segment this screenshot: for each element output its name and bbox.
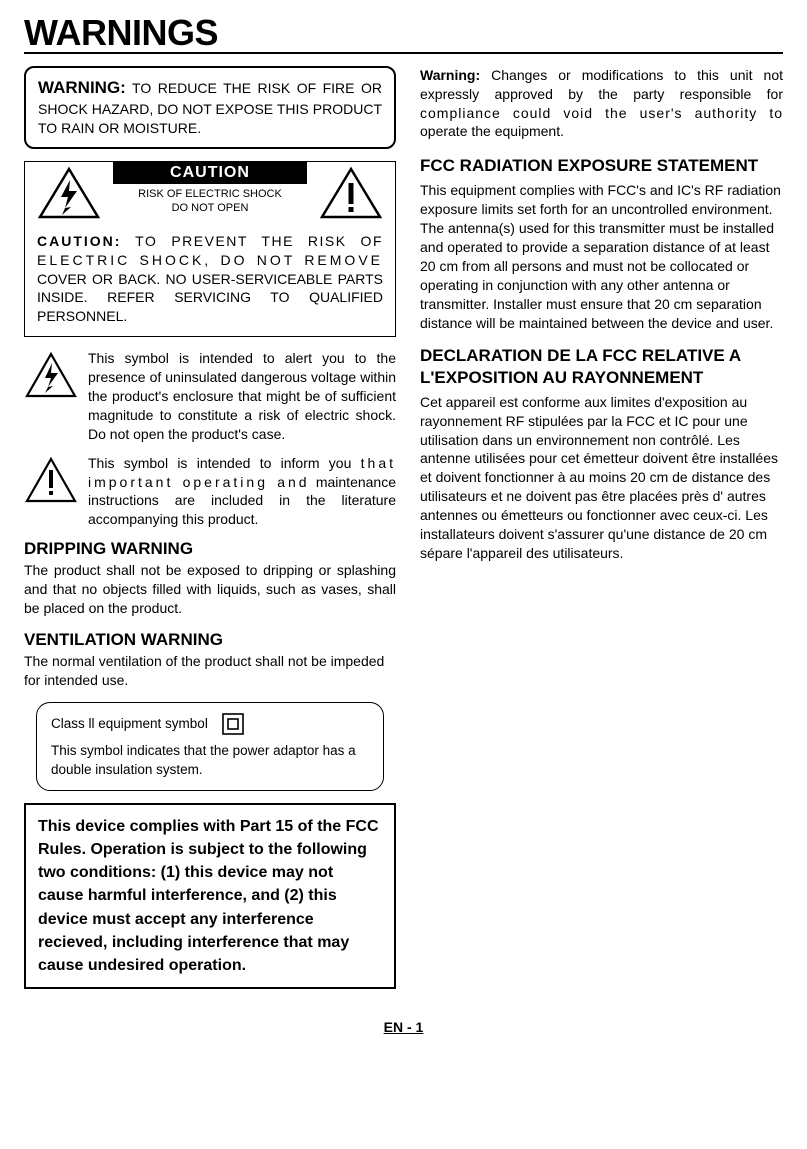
- caution-body-lead: CAUTION:: [37, 233, 121, 249]
- right-warning-post: operate the equipment.: [420, 123, 564, 139]
- caution-header: CAUTION: [113, 162, 307, 184]
- warning-box: WARNING: TO REDUCE THE RISK OF FIRE OR S…: [24, 66, 396, 149]
- classii-desc: This symbol indicates that the power ada…: [51, 741, 369, 780]
- dripping-heading: DRIPPING WARNING: [24, 539, 396, 559]
- excl-symbol-row: This symbol is intended to inform you th…: [24, 454, 396, 530]
- two-column-layout: WARNING: TO REDUCE THE RISK OF FIRE OR S…: [24, 66, 783, 989]
- right-warning-stretch: compliance could void the user's authori…: [420, 105, 783, 121]
- classii-box: Class ll equipment symbol This symbol in…: [36, 702, 384, 791]
- caution-sub-l2: DO NOT OPEN: [172, 202, 249, 214]
- excl-text-pre: This symbol is intended to inform you: [88, 455, 361, 471]
- caution-body-stretch1: TO PREVENT THE RISK OF: [121, 233, 383, 249]
- page-footer: EN - 1: [24, 1019, 783, 1035]
- lightning-triangle-icon: [24, 349, 78, 443]
- right-column: Warning: Changes or modifications to thi…: [420, 66, 783, 989]
- classii-label: Class ll equipment symbol: [51, 714, 208, 734]
- caution-box: CAUTION RISK OF ELECTRIC SHOCK DO NOT OP…: [24, 161, 396, 337]
- fcc-part15-box: This device complies with Part 15 of the…: [24, 803, 396, 989]
- caution-sub-l1: RISK OF ELECTRIC SHOCK: [138, 188, 282, 200]
- caution-top-row: CAUTION RISK OF ELECTRIC SHOCK DO NOT OP…: [25, 162, 395, 224]
- right-warning-lead: Warning:: [420, 67, 480, 83]
- fcc-fr-heading: DECLARATION DE LA FCC RELATIVE A L'EXPOS…: [420, 345, 783, 389]
- caution-subtext: RISK OF ELECTRIC SHOCK DO NOT OPEN: [113, 184, 307, 221]
- dripping-body: The product shall not be exposed to drip…: [24, 561, 396, 618]
- caution-body-rest: COVER OR BACK. NO USER-SERVICEABLE PARTS…: [37, 271, 383, 325]
- fcc-fr-body: Cet appareil est conforme aux limites d'…: [420, 393, 783, 563]
- excl-symbol-text: This symbol is intended to inform you th…: [88, 454, 396, 530]
- caution-body: CAUTION: TO PREVENT THE RISK OF ELECTRIC…: [25, 224, 395, 336]
- caution-body-stretch2: ELECTRIC SHOCK, DO NOT REMOVE: [37, 252, 383, 268]
- page-title: WARNINGS: [24, 14, 783, 54]
- bolt-symbol-text: This symbol is intended to alert you to …: [88, 349, 396, 443]
- bolt-symbol-row: This symbol is intended to alert you to …: [24, 349, 396, 443]
- warning-text: WARNING: TO REDUCE THE RISK OF FIRE OR S…: [38, 76, 382, 139]
- left-column: WARNING: TO REDUCE THE RISK OF FIRE OR S…: [24, 66, 396, 989]
- right-warning-para: Warning: Changes or modifications to thi…: [420, 66, 783, 142]
- caution-header-cell: CAUTION RISK OF ELECTRIC SHOCK DO NOT OP…: [113, 162, 307, 224]
- exclamation-triangle-icon: [307, 162, 395, 224]
- double-square-icon: [222, 713, 244, 735]
- ventilation-heading: VENTILATION WARNING: [24, 630, 396, 650]
- ventilation-body: The normal ventilation of the product sh…: [24, 652, 396, 690]
- classii-row1: Class ll equipment symbol: [51, 713, 369, 735]
- exclamation-triangle-icon: [24, 454, 78, 530]
- lightning-triangle-icon: [25, 162, 113, 224]
- fcc-radiation-body: This equipment complies with FCC's and I…: [420, 181, 783, 332]
- warning-lead: WARNING:: [38, 78, 126, 97]
- fcc-radiation-heading: FCC RADIATION EXPOSURE STATEMENT: [420, 155, 783, 177]
